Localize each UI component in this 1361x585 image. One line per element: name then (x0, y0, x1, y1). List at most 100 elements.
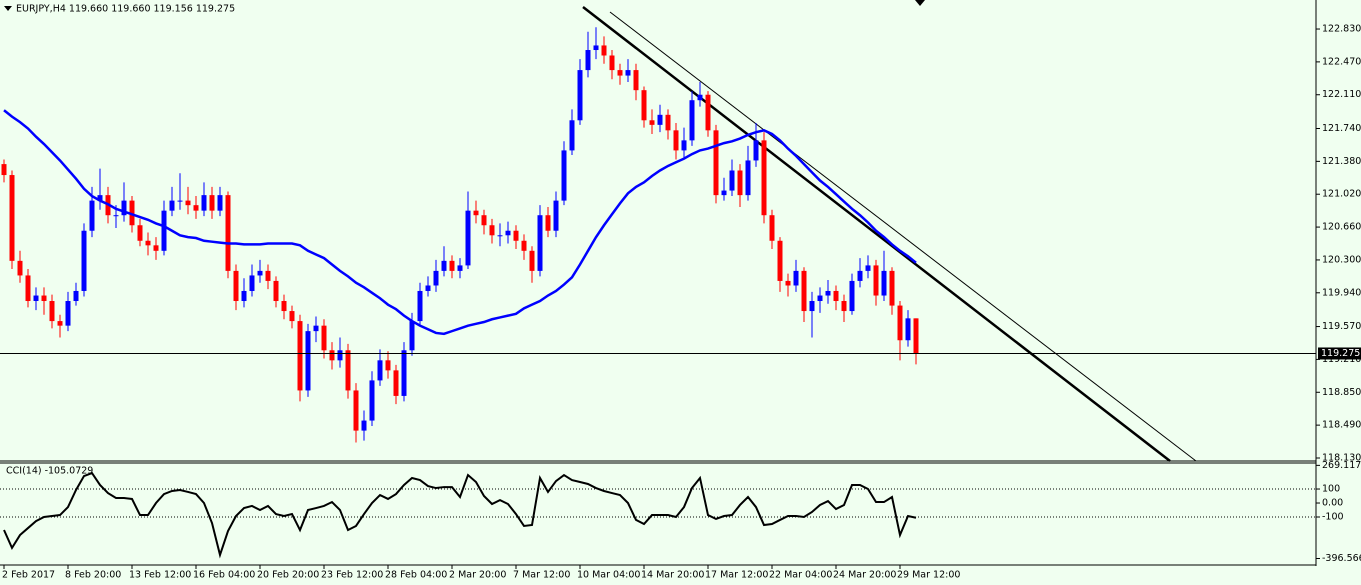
candle-body (481, 215, 487, 226)
candle-body (681, 140, 687, 151)
candle-body (113, 215, 119, 217)
candle-body (289, 311, 295, 322)
candle-body (417, 290, 423, 322)
y-tick-label: 121.380 (1322, 156, 1361, 167)
candle-body (537, 215, 543, 271)
x-tick-label: 14 Mar 20:00 (641, 570, 704, 581)
candle-body (313, 325, 319, 332)
candle-body (761, 140, 767, 216)
candle-body (401, 350, 407, 396)
candle-body (57, 321, 63, 326)
y-tick-label: 120.660 (1322, 222, 1361, 233)
candle-body (345, 350, 351, 391)
candle-body (161, 210, 167, 251)
candle-body (49, 301, 55, 322)
candle-body (569, 120, 575, 151)
cci-tick-label: 0.00 (1322, 498, 1343, 509)
candle-body (41, 295, 47, 302)
candle-body (65, 301, 71, 326)
y-tick-label: 120.300 (1322, 254, 1361, 265)
candle-body (393, 370, 399, 396)
candle-body (905, 318, 911, 341)
candle-body (265, 270, 271, 281)
candle-body (297, 321, 303, 391)
candle-body (33, 295, 39, 302)
y-tick-label: 118.850 (1322, 387, 1361, 398)
candle-body (25, 275, 31, 302)
candle-body (9, 175, 15, 261)
candle-body (633, 70, 639, 91)
x-tick-label: 16 Feb 04:00 (193, 570, 255, 581)
x-tick-label: 28 Feb 04:00 (385, 570, 447, 581)
candle-body (561, 150, 567, 201)
candle-body (865, 265, 871, 271)
candle-body (89, 200, 95, 231)
x-tick-label: 2 Feb 2017 (2, 570, 55, 581)
cci-tick-label: 100 (1322, 484, 1340, 495)
candle-body (145, 240, 151, 246)
title-icon (4, 6, 12, 11)
candle-body (657, 114, 663, 125)
candle-body (705, 94, 711, 131)
candle-body (857, 270, 863, 281)
candle-body (625, 70, 631, 76)
candle-body (337, 350, 343, 361)
y-tick-label: 122.470 (1322, 56, 1361, 67)
candle-body (809, 301, 815, 312)
candle-body (321, 325, 327, 351)
candle-body (369, 380, 375, 421)
candle-body (553, 200, 559, 231)
candle-body (209, 195, 215, 211)
candle-body (425, 285, 431, 291)
candle-body (793, 270, 799, 286)
candle-body (177, 200, 183, 202)
candle-body (257, 270, 263, 276)
y-tick-label: 118.490 (1322, 420, 1361, 431)
candle-body (489, 225, 495, 236)
candle-body (545, 215, 551, 231)
candle-body (81, 230, 87, 291)
candle-body (617, 70, 623, 76)
y-tick-label: 121.020 (1322, 189, 1361, 200)
shift-marker (915, 0, 925, 6)
candle-body (673, 130, 679, 151)
candle-body (697, 94, 703, 101)
candle-body (121, 200, 127, 216)
x-tick-label: 20 Feb 20:00 (257, 570, 319, 581)
candle-body (441, 260, 447, 271)
candle-body (449, 260, 455, 271)
candle-body (897, 305, 903, 341)
candle-body (609, 55, 615, 71)
candle-body (729, 170, 735, 191)
candle-body (353, 390, 359, 431)
candle-body (473, 210, 479, 216)
indicator-label: CCI(14) -105.0729 (6, 466, 93, 477)
x-tick-label: 10 Mar 04:00 (577, 570, 640, 581)
candle-body (825, 290, 831, 296)
chart-title: EURJPY,H4 119.660 119.660 119.156 119.27… (16, 4, 235, 15)
candle-body (849, 280, 855, 312)
candle-body (801, 270, 807, 312)
x-tick-label: 23 Feb 12:00 (321, 570, 383, 581)
candle-body (201, 195, 207, 211)
moving-average (3, 109, 917, 336)
candle-body (601, 45, 607, 56)
candle-body (217, 195, 223, 211)
trend-line (609, 11, 1197, 462)
x-tick-label: 8 Feb 20:00 (65, 570, 121, 581)
candle-body (841, 301, 847, 312)
candle-body (497, 235, 503, 237)
trend-line (582, 6, 1171, 462)
candle-body (577, 70, 583, 121)
candle-body (913, 318, 919, 354)
candle-body (193, 205, 199, 211)
candle-body (329, 350, 335, 361)
candle-body (721, 190, 727, 196)
candle-body (169, 200, 175, 211)
candle-body (185, 200, 191, 206)
y-tick-label: 118.130 (1322, 452, 1361, 463)
candle-body (689, 100, 695, 141)
